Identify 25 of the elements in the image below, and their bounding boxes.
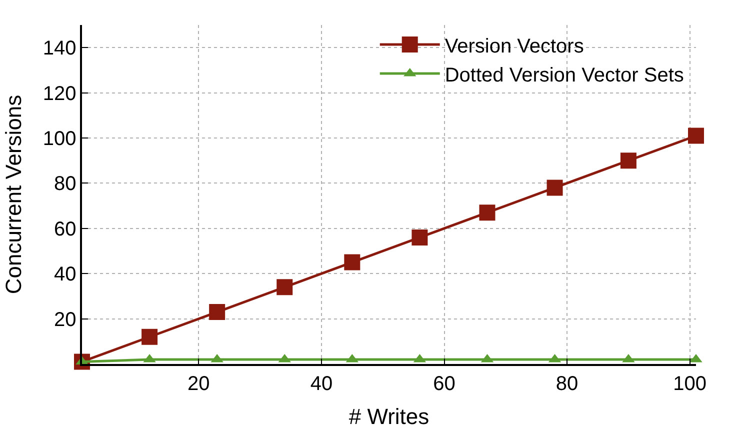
- point: [344, 254, 360, 270]
- x-tick-label: 60: [433, 372, 456, 395]
- legend-label: Version Vectors: [444, 35, 584, 58]
- point: [209, 304, 226, 320]
- point: [142, 328, 158, 345]
- x-tick-label: 20: [188, 372, 210, 395]
- legend-label: Dotted Version Vector Sets: [444, 64, 684, 86]
- point: [412, 229, 428, 246]
- y-axis-title: Concurrent Versions: [1, 94, 26, 294]
- y-tick-label: 20: [54, 308, 76, 331]
- point: [479, 204, 496, 221]
- x-tick-label: 100: [673, 372, 707, 395]
- point: [620, 152, 636, 169]
- y-tick-label: 140: [42, 38, 76, 60]
- y-tick-label: 80: [54, 173, 76, 196]
- x-axis-title: # Writes: [348, 404, 430, 430]
- x-tick-label: 80: [556, 372, 578, 395]
- y-tick-label: 60: [54, 218, 76, 240]
- point: [546, 180, 563, 196]
- y-tick-label: 100: [42, 128, 76, 150]
- x-tick-label: 40: [310, 372, 333, 395]
- y-tick-label: 120: [42, 82, 76, 105]
- y-tick-label: 40: [54, 264, 76, 286]
- point: [688, 128, 704, 144]
- point: [276, 279, 293, 296]
